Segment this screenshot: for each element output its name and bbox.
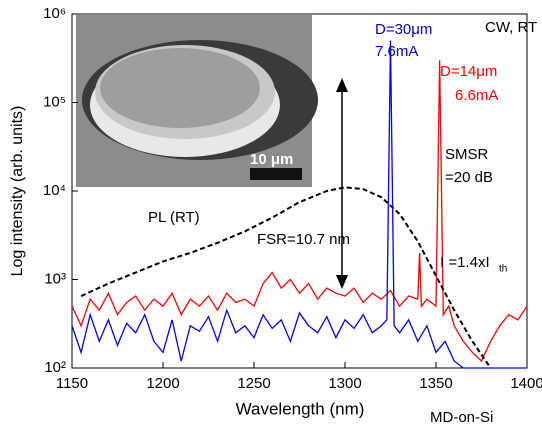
annotation: =20 dB [445, 169, 493, 186]
x-tick-label: 1300 [328, 375, 361, 392]
annotation: MD-on-Si [430, 409, 493, 426]
annotation: PL (RT) [148, 209, 200, 226]
annotation: 6.6mA [455, 87, 498, 104]
annotation: D=30μm [375, 21, 432, 38]
annotation: FSR=10.7 nm [257, 231, 350, 248]
annotation: SMSR [445, 146, 489, 163]
series-line [80, 186, 492, 369]
series-line [71, 40, 527, 369]
marks [71, 40, 528, 369]
annotation: D=14μm [440, 63, 497, 80]
y-tick-label: 10³ [44, 270, 66, 287]
x-tick-label: 1400 [510, 375, 542, 392]
annotation: 7.6mA [375, 43, 418, 60]
y-tick-label: 10⁵ [43, 93, 66, 110]
inset-image [76, 15, 318, 187]
annotation: I =1.4xI [440, 254, 490, 271]
annotation: 10 μm [250, 151, 293, 168]
annotation: CW, RT [485, 19, 537, 36]
x-tick-label: 1250 [237, 375, 270, 392]
annotation: th [499, 264, 507, 275]
y-tick-label: 10² [44, 359, 66, 376]
y-axis-label: Log intensity (arb. units) [9, 106, 26, 277]
x-axis-label: Wavelength (nm) [236, 399, 365, 418]
x-tick-label: 1200 [146, 375, 179, 392]
x-tick-label: 1150 [56, 375, 88, 392]
y-tick-label: 10⁴ [43, 182, 66, 199]
x-tick-label: 1350 [419, 375, 452, 392]
series-line [71, 60, 528, 363]
y-tick-label: 10⁶ [43, 5, 66, 22]
